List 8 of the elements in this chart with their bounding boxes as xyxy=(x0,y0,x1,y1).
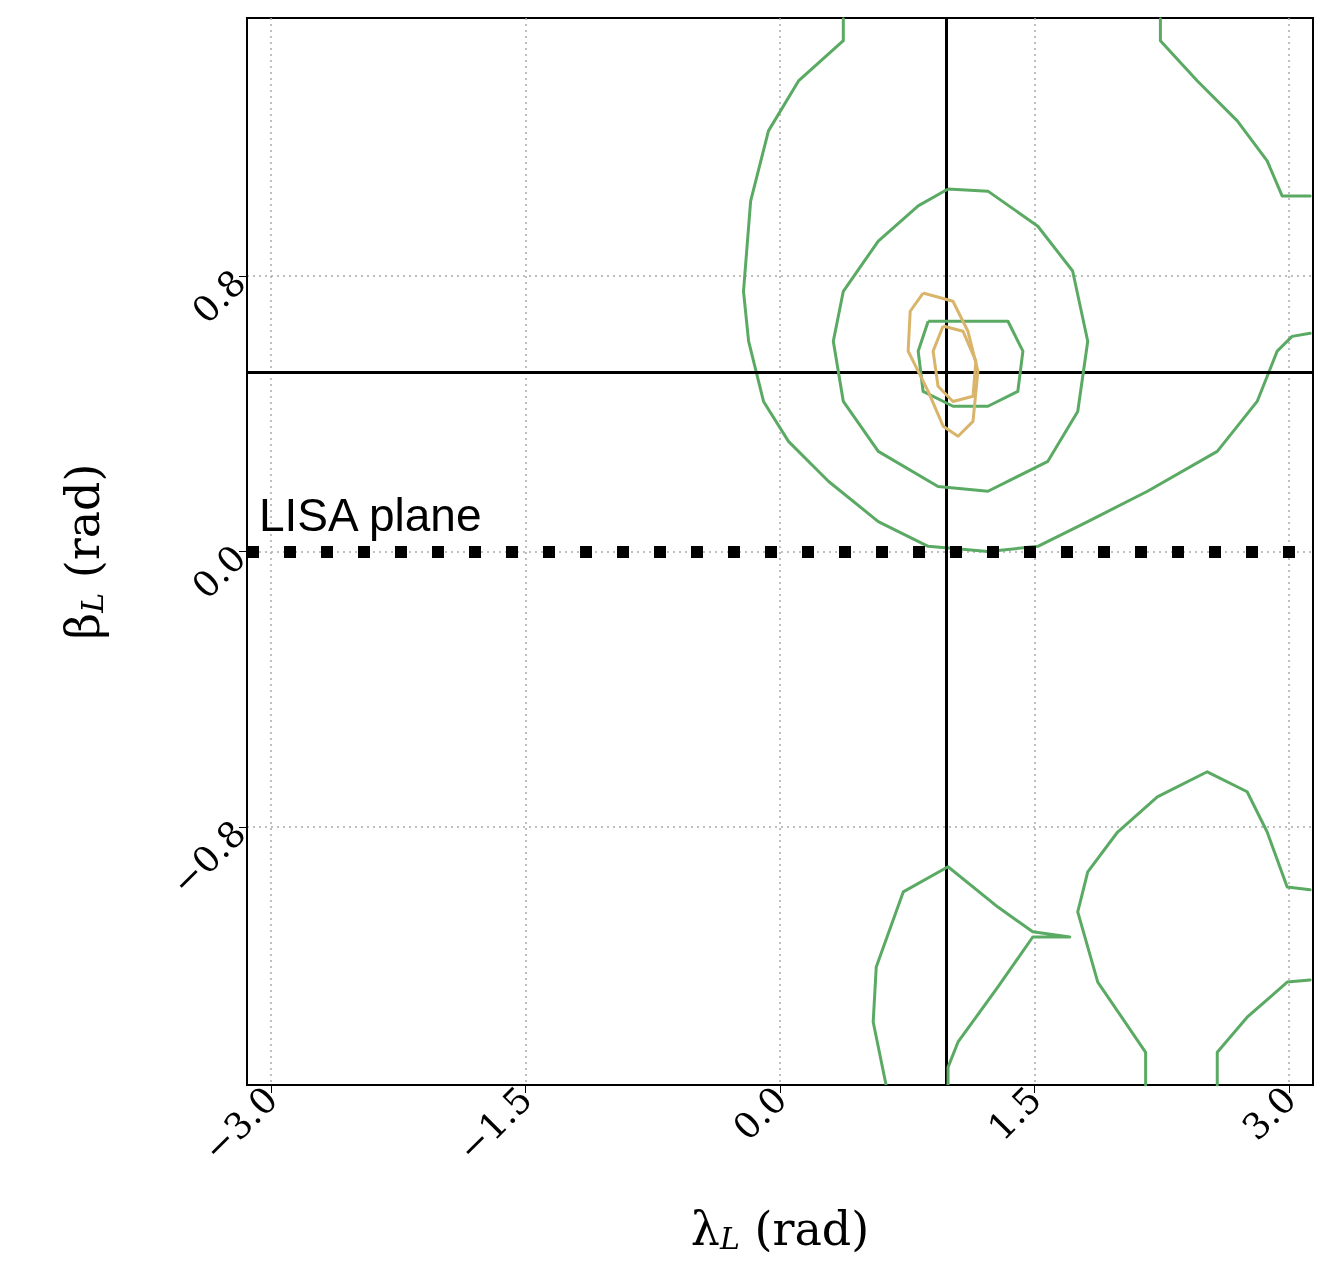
x-tick-label: 3.0 xyxy=(1234,1078,1304,1148)
x-tick-label: 1.5 xyxy=(979,1078,1050,1148)
y-tick-label: 0.8 xyxy=(184,261,254,332)
y-tick-label: 0.0 xyxy=(184,537,254,607)
x-tick-label: 0.0 xyxy=(725,1078,795,1148)
y-axis-title: βL (rad) xyxy=(56,463,110,640)
ref-line-label: LISA plane xyxy=(259,488,482,541)
x-axis-title: λL (rad) xyxy=(690,1202,870,1256)
